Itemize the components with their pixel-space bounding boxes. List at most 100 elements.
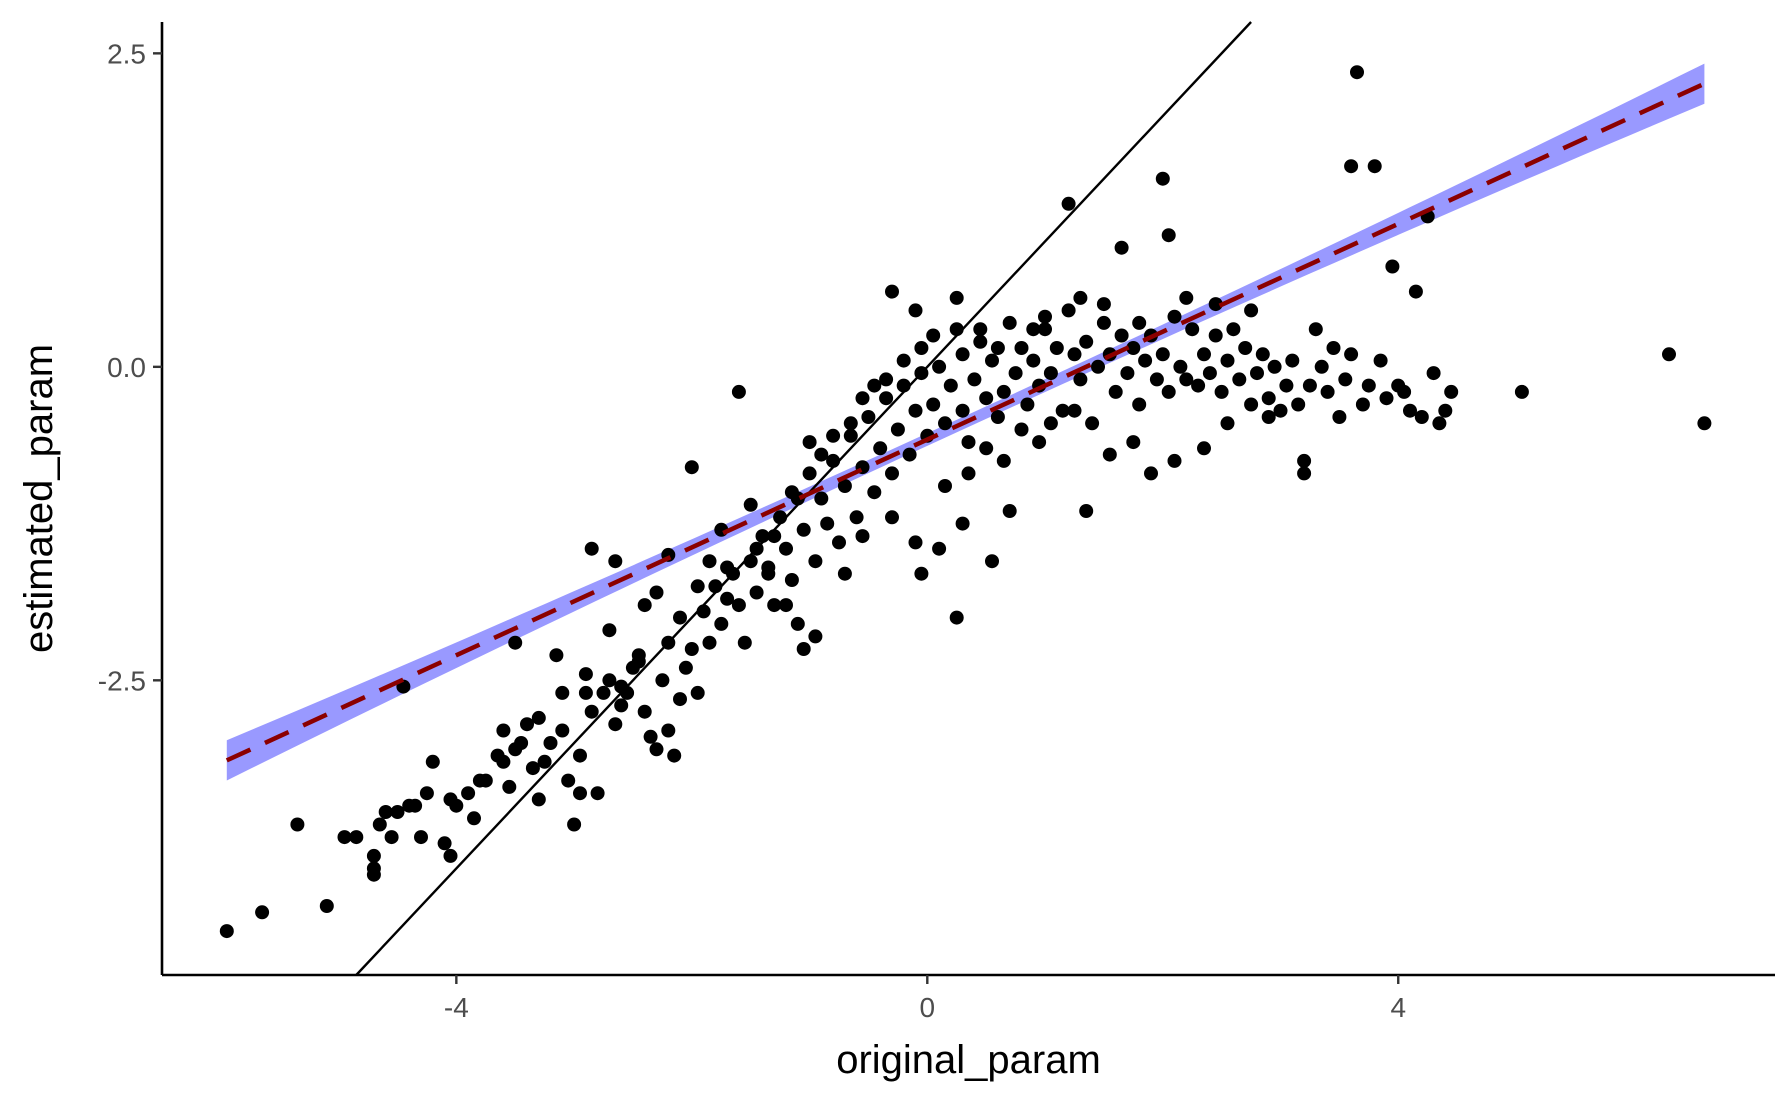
data-point xyxy=(673,610,687,625)
data-point xyxy=(255,905,270,920)
data-point xyxy=(584,704,599,719)
data-point xyxy=(1379,391,1394,406)
data-point xyxy=(914,366,929,381)
data-point xyxy=(938,416,952,431)
data-point xyxy=(743,497,758,512)
data-point xyxy=(949,322,964,337)
data-point xyxy=(1408,284,1423,299)
data-point xyxy=(372,817,387,832)
data-point xyxy=(767,598,782,613)
data-point xyxy=(926,397,941,412)
data-point xyxy=(1079,334,1094,349)
data-point xyxy=(1273,403,1288,418)
data-point xyxy=(419,786,434,801)
data-point xyxy=(1214,384,1229,399)
data-point xyxy=(714,616,729,631)
data-point xyxy=(1049,341,1064,355)
data-point xyxy=(885,284,899,299)
data-point xyxy=(1373,353,1388,368)
data-point xyxy=(1197,347,1211,362)
data-point xyxy=(1297,466,1312,481)
data-point xyxy=(496,754,511,769)
data-point xyxy=(472,773,487,788)
data-point xyxy=(1285,353,1300,368)
data-point xyxy=(961,435,976,450)
data-point xyxy=(602,623,617,638)
data-point xyxy=(514,736,529,750)
data-point xyxy=(337,830,352,845)
fit-line-layer xyxy=(225,81,1706,763)
data-point xyxy=(1238,341,1253,355)
data-point xyxy=(1026,353,1041,368)
data-point xyxy=(908,303,923,318)
data-point xyxy=(1043,366,1058,381)
data-point xyxy=(390,805,405,819)
data-point xyxy=(731,598,746,613)
data-point xyxy=(990,341,1005,355)
data-point xyxy=(1697,416,1712,431)
data-point xyxy=(779,598,793,613)
data-point xyxy=(537,754,552,769)
data-point xyxy=(849,510,864,525)
data-point xyxy=(914,341,929,355)
data-point xyxy=(1291,397,1306,412)
data-point xyxy=(637,598,652,613)
data-point xyxy=(661,723,676,738)
data-point xyxy=(1061,303,1076,318)
data-point xyxy=(1514,384,1529,399)
data-point xyxy=(573,786,587,801)
data-point xyxy=(1261,391,1276,406)
data-point xyxy=(955,516,970,531)
data-point xyxy=(885,510,899,525)
data-point xyxy=(596,685,611,700)
data-point xyxy=(578,685,593,700)
data-point xyxy=(1226,322,1241,337)
data-point xyxy=(531,792,546,807)
data-point xyxy=(1096,315,1111,330)
data-point xyxy=(779,541,793,556)
data-point xyxy=(1202,366,1217,381)
y-tick-label: 2.5 xyxy=(107,38,146,69)
data-point xyxy=(1314,359,1329,374)
data-point xyxy=(690,579,705,594)
data-point xyxy=(1208,328,1223,343)
data-point xyxy=(1144,466,1158,481)
data-point xyxy=(1132,315,1147,330)
data-point xyxy=(555,685,570,700)
data-point xyxy=(873,441,888,456)
data-point xyxy=(908,403,923,418)
data-point xyxy=(1338,372,1353,387)
data-point xyxy=(761,566,776,581)
data-point xyxy=(1079,504,1094,518)
data-point xyxy=(602,673,617,688)
data-point xyxy=(408,798,423,813)
data-point xyxy=(467,811,481,826)
data-point xyxy=(461,786,476,801)
data-point xyxy=(896,378,911,393)
y-tick-label: -2.5 xyxy=(98,665,146,696)
data-point xyxy=(1043,416,1058,431)
data-point xyxy=(1126,435,1141,450)
data-point xyxy=(938,479,952,493)
data-point xyxy=(885,466,899,481)
data-point xyxy=(773,510,788,525)
data-point xyxy=(1114,240,1129,255)
data-point xyxy=(731,384,746,399)
data-point xyxy=(1155,171,1170,186)
data-point xyxy=(914,566,929,581)
x-tick-label: -4 xyxy=(444,992,469,1023)
data-point xyxy=(1197,441,1211,456)
data-point xyxy=(1173,359,1188,374)
data-point xyxy=(661,635,676,650)
data-point xyxy=(496,723,511,738)
data-point xyxy=(319,899,334,913)
data-point xyxy=(1191,378,1206,393)
data-point xyxy=(1344,159,1359,174)
data-point xyxy=(1261,410,1276,424)
data-point xyxy=(1267,359,1282,374)
data-point xyxy=(520,717,534,732)
data-point xyxy=(649,742,664,757)
data-point xyxy=(820,516,835,531)
data-point xyxy=(1002,315,1017,330)
data-point xyxy=(1096,297,1111,312)
